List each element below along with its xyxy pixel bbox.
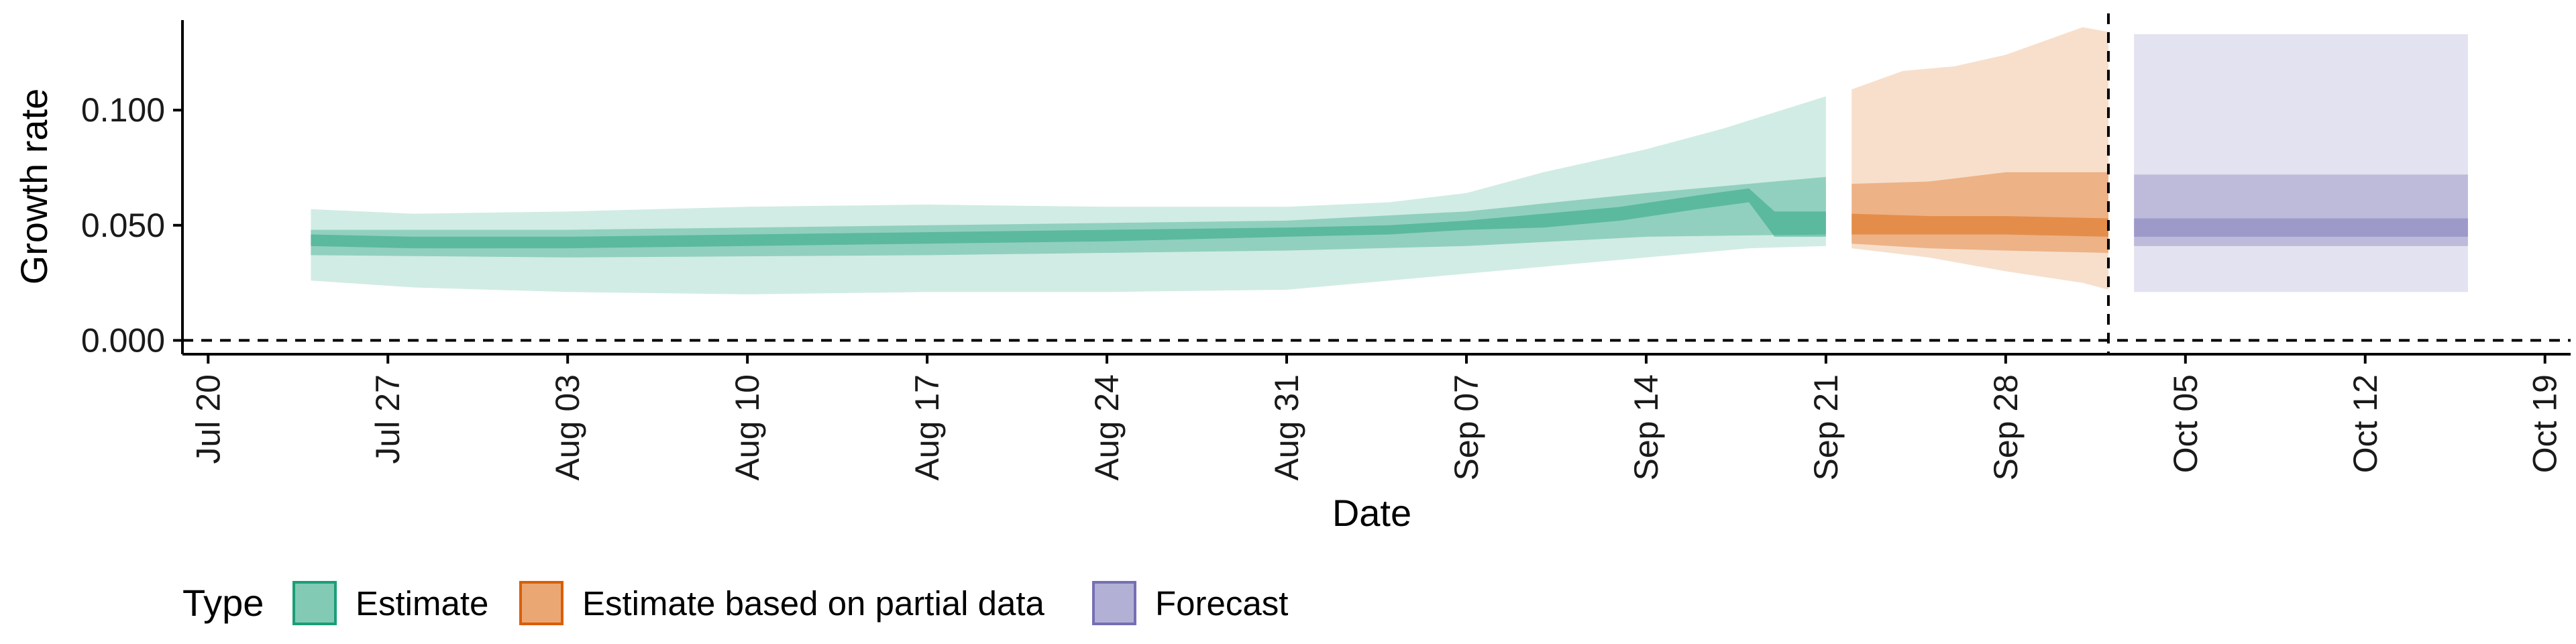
- x-tick-label: Sep 14: [1627, 374, 1665, 480]
- y-axis-title: Growth rate: [13, 89, 55, 285]
- legend-title: Type: [182, 582, 264, 624]
- estimate-band-3: [311, 188, 1826, 249]
- legend-item: Estimate based on partial data: [519, 581, 1045, 625]
- x-tick-label: Oct 19: [2526, 374, 2564, 473]
- estimate-based-on-partial-data-band-1: [1851, 27, 2108, 290]
- estimate-based-on-partial-data-band-2: [1851, 172, 2108, 253]
- x-tick-label: Sep 21: [1807, 374, 1845, 480]
- legend-item: Forecast: [1092, 581, 1288, 625]
- x-tick-label: Sep 28: [1987, 374, 2025, 480]
- x-tick-label: Aug 31: [1268, 374, 1305, 480]
- legend-label: Forecast: [1155, 584, 1288, 623]
- legend-swatch: [292, 581, 337, 625]
- x-tick-label: Aug 03: [549, 374, 586, 480]
- x-tick-label: Aug 17: [908, 374, 946, 480]
- reference-lines: [182, 13, 2571, 354]
- estimate-based-on-partial-data-band-3: [1851, 213, 2108, 237]
- forecast-band-3: [2134, 218, 2468, 237]
- estimate-band-2: [311, 176, 1826, 258]
- legend-swatch: [1092, 581, 1136, 625]
- y-tick-label: 0.100: [81, 91, 165, 129]
- forecast-band-2: [2134, 174, 2468, 246]
- x-axis-title: Date: [1332, 492, 1411, 534]
- legend-label: Estimate: [356, 584, 488, 623]
- y-tick-label: 0.050: [81, 207, 165, 244]
- legend-item: Estimate: [292, 581, 488, 625]
- x-tick-label: Jul 27: [369, 374, 407, 464]
- x-tick-label: Aug 10: [729, 374, 766, 480]
- tick-labels: 0.000 0.050 0.100 Jul 20 Jul 27 Aug 03 Aug 10 A…: [81, 91, 2564, 480]
- x-tick-label: Aug 24: [1088, 374, 1126, 480]
- legend-label: Estimate based on partial data: [582, 584, 1045, 623]
- x-tick-label: Oct 12: [2347, 374, 2384, 473]
- legend-swatch: [519, 581, 564, 625]
- estimate-band-1: [311, 96, 1826, 294]
- y-tick-label: 0.000: [81, 321, 165, 359]
- axes: [181, 20, 2571, 356]
- bands-layer: [311, 27, 2468, 294]
- legend: Type Estimate Estimate based on partial d…: [182, 581, 1288, 625]
- forecast-band-1: [2134, 34, 2468, 292]
- x-tick-label: Oct 05: [2167, 374, 2204, 473]
- x-tick-label: Sep 07: [1448, 374, 1485, 480]
- x-tick-label: Jul 20: [189, 374, 227, 464]
